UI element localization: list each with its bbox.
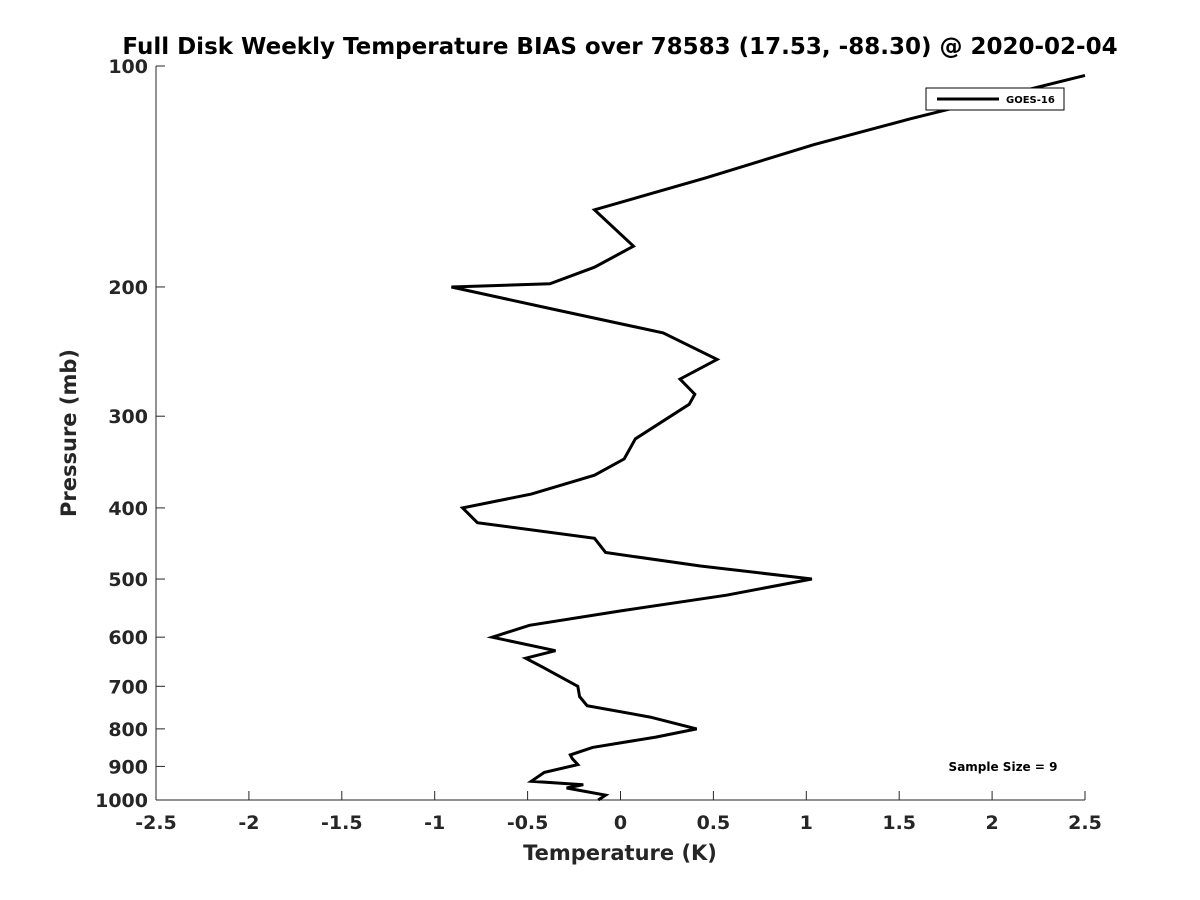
- x-tick-label: -1.5: [321, 812, 363, 834]
- y-axis-label: Pressure (mb): [57, 349, 81, 517]
- x-tick-label: 2.5: [1068, 812, 1102, 834]
- y-tick-label: 800: [108, 719, 148, 741]
- y-tick-label: 900: [108, 756, 148, 778]
- x-tick-label: 1.5: [882, 812, 916, 834]
- legend-label: GOES-16: [1006, 95, 1055, 106]
- series-layer: [451, 73, 1086, 802]
- y-axis-ticks: 100 200 300 400 500 600 700 800 900 1000: [95, 56, 165, 812]
- legend: GOES-16: [925, 87, 1065, 111]
- y-tick-label: 1000: [95, 790, 148, 812]
- x-tick-label: 0: [614, 812, 627, 834]
- chart-title: Full Disk Weekly Temperature BIAS over 7…: [122, 34, 1117, 60]
- y-tick-label: 200: [108, 277, 148, 299]
- x-axis-ticks: -2.5 -2 -1.5 -1 -0.5 0 0.5 1 1.5 2 2.5: [135, 791, 1102, 834]
- x-tick-label: 1: [800, 812, 813, 834]
- y-tick-label: 100: [108, 56, 148, 78]
- plot-area: [155, 66, 1085, 801]
- x-axis-label: Temperature (K): [523, 841, 717, 865]
- x-tick-label: -2.5: [135, 812, 177, 834]
- x-tick-label: 0.5: [697, 812, 731, 834]
- x-tick-label: -1: [424, 812, 445, 834]
- y-tick-label: 600: [108, 627, 148, 649]
- y-tick-label: 300: [108, 406, 148, 428]
- x-tick-label: -0.5: [507, 812, 549, 834]
- series-line-goes-16: [451, 73, 1086, 802]
- y-tick-label: 500: [108, 569, 148, 591]
- x-tick-label: 2: [985, 812, 998, 834]
- y-tick-label: 700: [108, 676, 148, 698]
- y-tick-label: 400: [108, 498, 148, 520]
- x-tick-label: -2: [238, 812, 259, 834]
- sample-size-note: Sample Size = 9: [949, 760, 1058, 774]
